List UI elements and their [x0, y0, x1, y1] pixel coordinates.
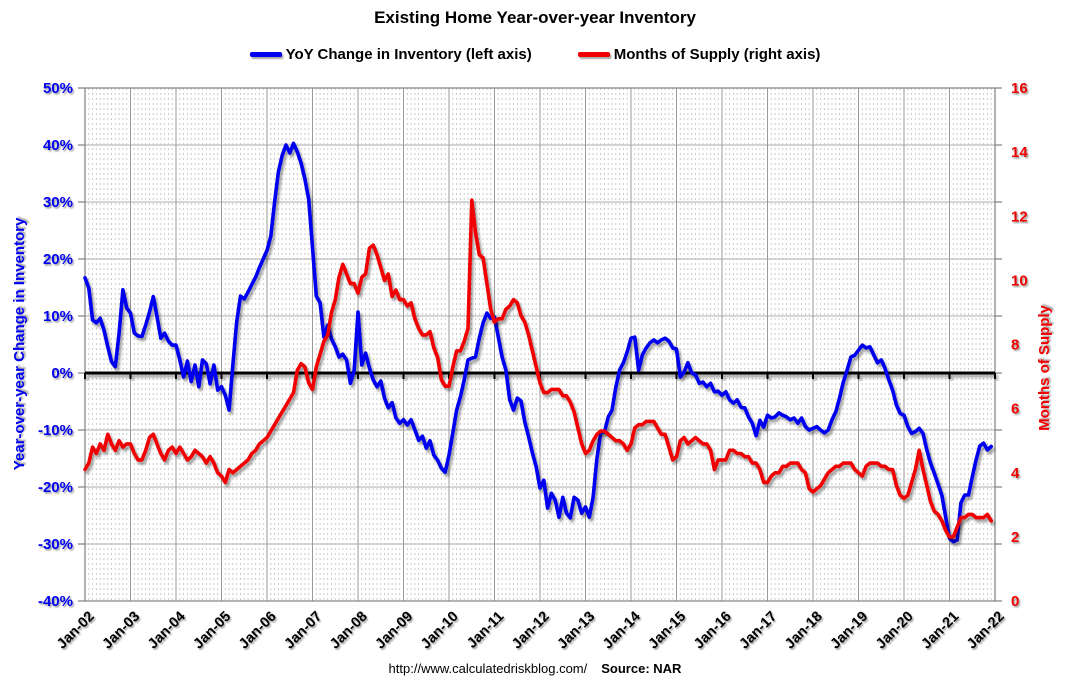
x-tick-label: Jan-12 [509, 609, 553, 653]
y-right-tick-label: 16 [1011, 80, 1028, 97]
footer-source: Source: NAR [601, 661, 682, 676]
right-tick-labels: 16 14 12 10 8 6 4 2 0 [1011, 80, 1028, 610]
x-tick-label: Jan-20 [873, 609, 917, 653]
y-left-tick-label: 0% [51, 365, 73, 382]
x-tick-label: Jan-09 [373, 609, 417, 653]
series-line-months-supply [83, 198, 994, 539]
x-tick-label: Jan-21 [919, 609, 963, 653]
legend-label-yoy-inventory: YoY Change in Inventory (left axis) [285, 46, 532, 63]
x-tick-label: Jan-22 [964, 609, 1008, 653]
legend-item-yoy-inventory: YoY Change in Inventory (left axis) [249, 46, 532, 63]
y-left-tick-label: 50% [43, 80, 73, 97]
y-right-tick-label: 8 [1011, 337, 1019, 354]
right-axis-title: Months of Supply [1036, 304, 1053, 430]
x-tick-label: Jan-18 [782, 609, 826, 653]
y-left-tick-label: -40% [38, 593, 73, 610]
y-left-tick-label: -30% [38, 536, 73, 553]
y-right-tick-label: 4 [1011, 465, 1020, 482]
legend-label-months-supply: Months of Supply (right axis) [613, 46, 821, 63]
x-tick-label: Jan-06 [236, 609, 280, 653]
x-tick-labels: Jan-02 Jan-03 Jan-04 Jan-05 Jan-06 Jan-07 Jan-… [54, 609, 1008, 653]
x-tick-label: Jan-19 [828, 609, 872, 653]
y-left-tick-label: 40% [43, 137, 73, 154]
y-right-tick-label: 2 [1011, 529, 1019, 546]
legend-item-months-supply: Months of Supply (right axis) [577, 46, 821, 63]
chart-legend: YoY Change in Inventory (left axis) Mont… [0, 46, 1070, 63]
x-tick-label: Jan-05 [191, 609, 235, 653]
y-left-tick-label: 10% [43, 308, 73, 325]
legend-swatch-red-icon [577, 52, 610, 57]
vertical-gridlines [84, 88, 996, 601]
x-tick-label: Jan-15 [646, 609, 690, 653]
y-left-tick-label: 20% [43, 251, 73, 268]
axis-ticks [78, 87, 1002, 602]
y-right-tick-label: 12 [1011, 208, 1028, 225]
plot-frame [84, 87, 996, 602]
y-left-tick-label: -20% [38, 479, 73, 496]
y-right-tick-label: 6 [1011, 401, 1019, 418]
footer-url: http://www.calculatedriskblog.com/ [388, 661, 588, 676]
x-tick-label: Jan-04 [145, 609, 189, 653]
y-right-tick-label: 14 [1011, 144, 1028, 161]
x-tick-label: Jan-08 [327, 609, 371, 653]
zero-line-group [84, 371, 996, 379]
left-tick-labels: 50% 40% 30% 20% 10% 0% -10% -20% -30% -40% [38, 80, 73, 610]
series-line-yoy-inventory [83, 141, 994, 544]
chart-footer: http://www.calculatedriskblog.com/Source… [0, 661, 1070, 676]
legend-swatch-blue-icon [249, 52, 282, 57]
x-tick-label: Jan-11 [464, 609, 507, 652]
x-tick-label: Jan-14 [600, 609, 644, 653]
x-tick-label: Jan-13 [555, 609, 599, 653]
y-left-tick-label: 30% [43, 194, 73, 211]
x-tick-label: Jan-10 [418, 609, 462, 653]
x-tick-label: Jan-16 [691, 609, 735, 653]
x-tick-label: Jan-03 [100, 609, 144, 653]
y-left-tick-label: -10% [38, 422, 73, 439]
x-tick-label: Jan-02 [54, 609, 98, 653]
y-right-tick-label: 10 [1011, 272, 1028, 289]
chart-title: Existing Home Year-over-year Inventory [374, 8, 696, 27]
left-axis-title: Year-over-year Change in Inventory [11, 217, 28, 470]
y-right-tick-label: 0 [1011, 593, 1019, 610]
x-tick-label: Jan-07 [282, 609, 326, 653]
x-tick-label: Jan-17 [737, 609, 781, 653]
